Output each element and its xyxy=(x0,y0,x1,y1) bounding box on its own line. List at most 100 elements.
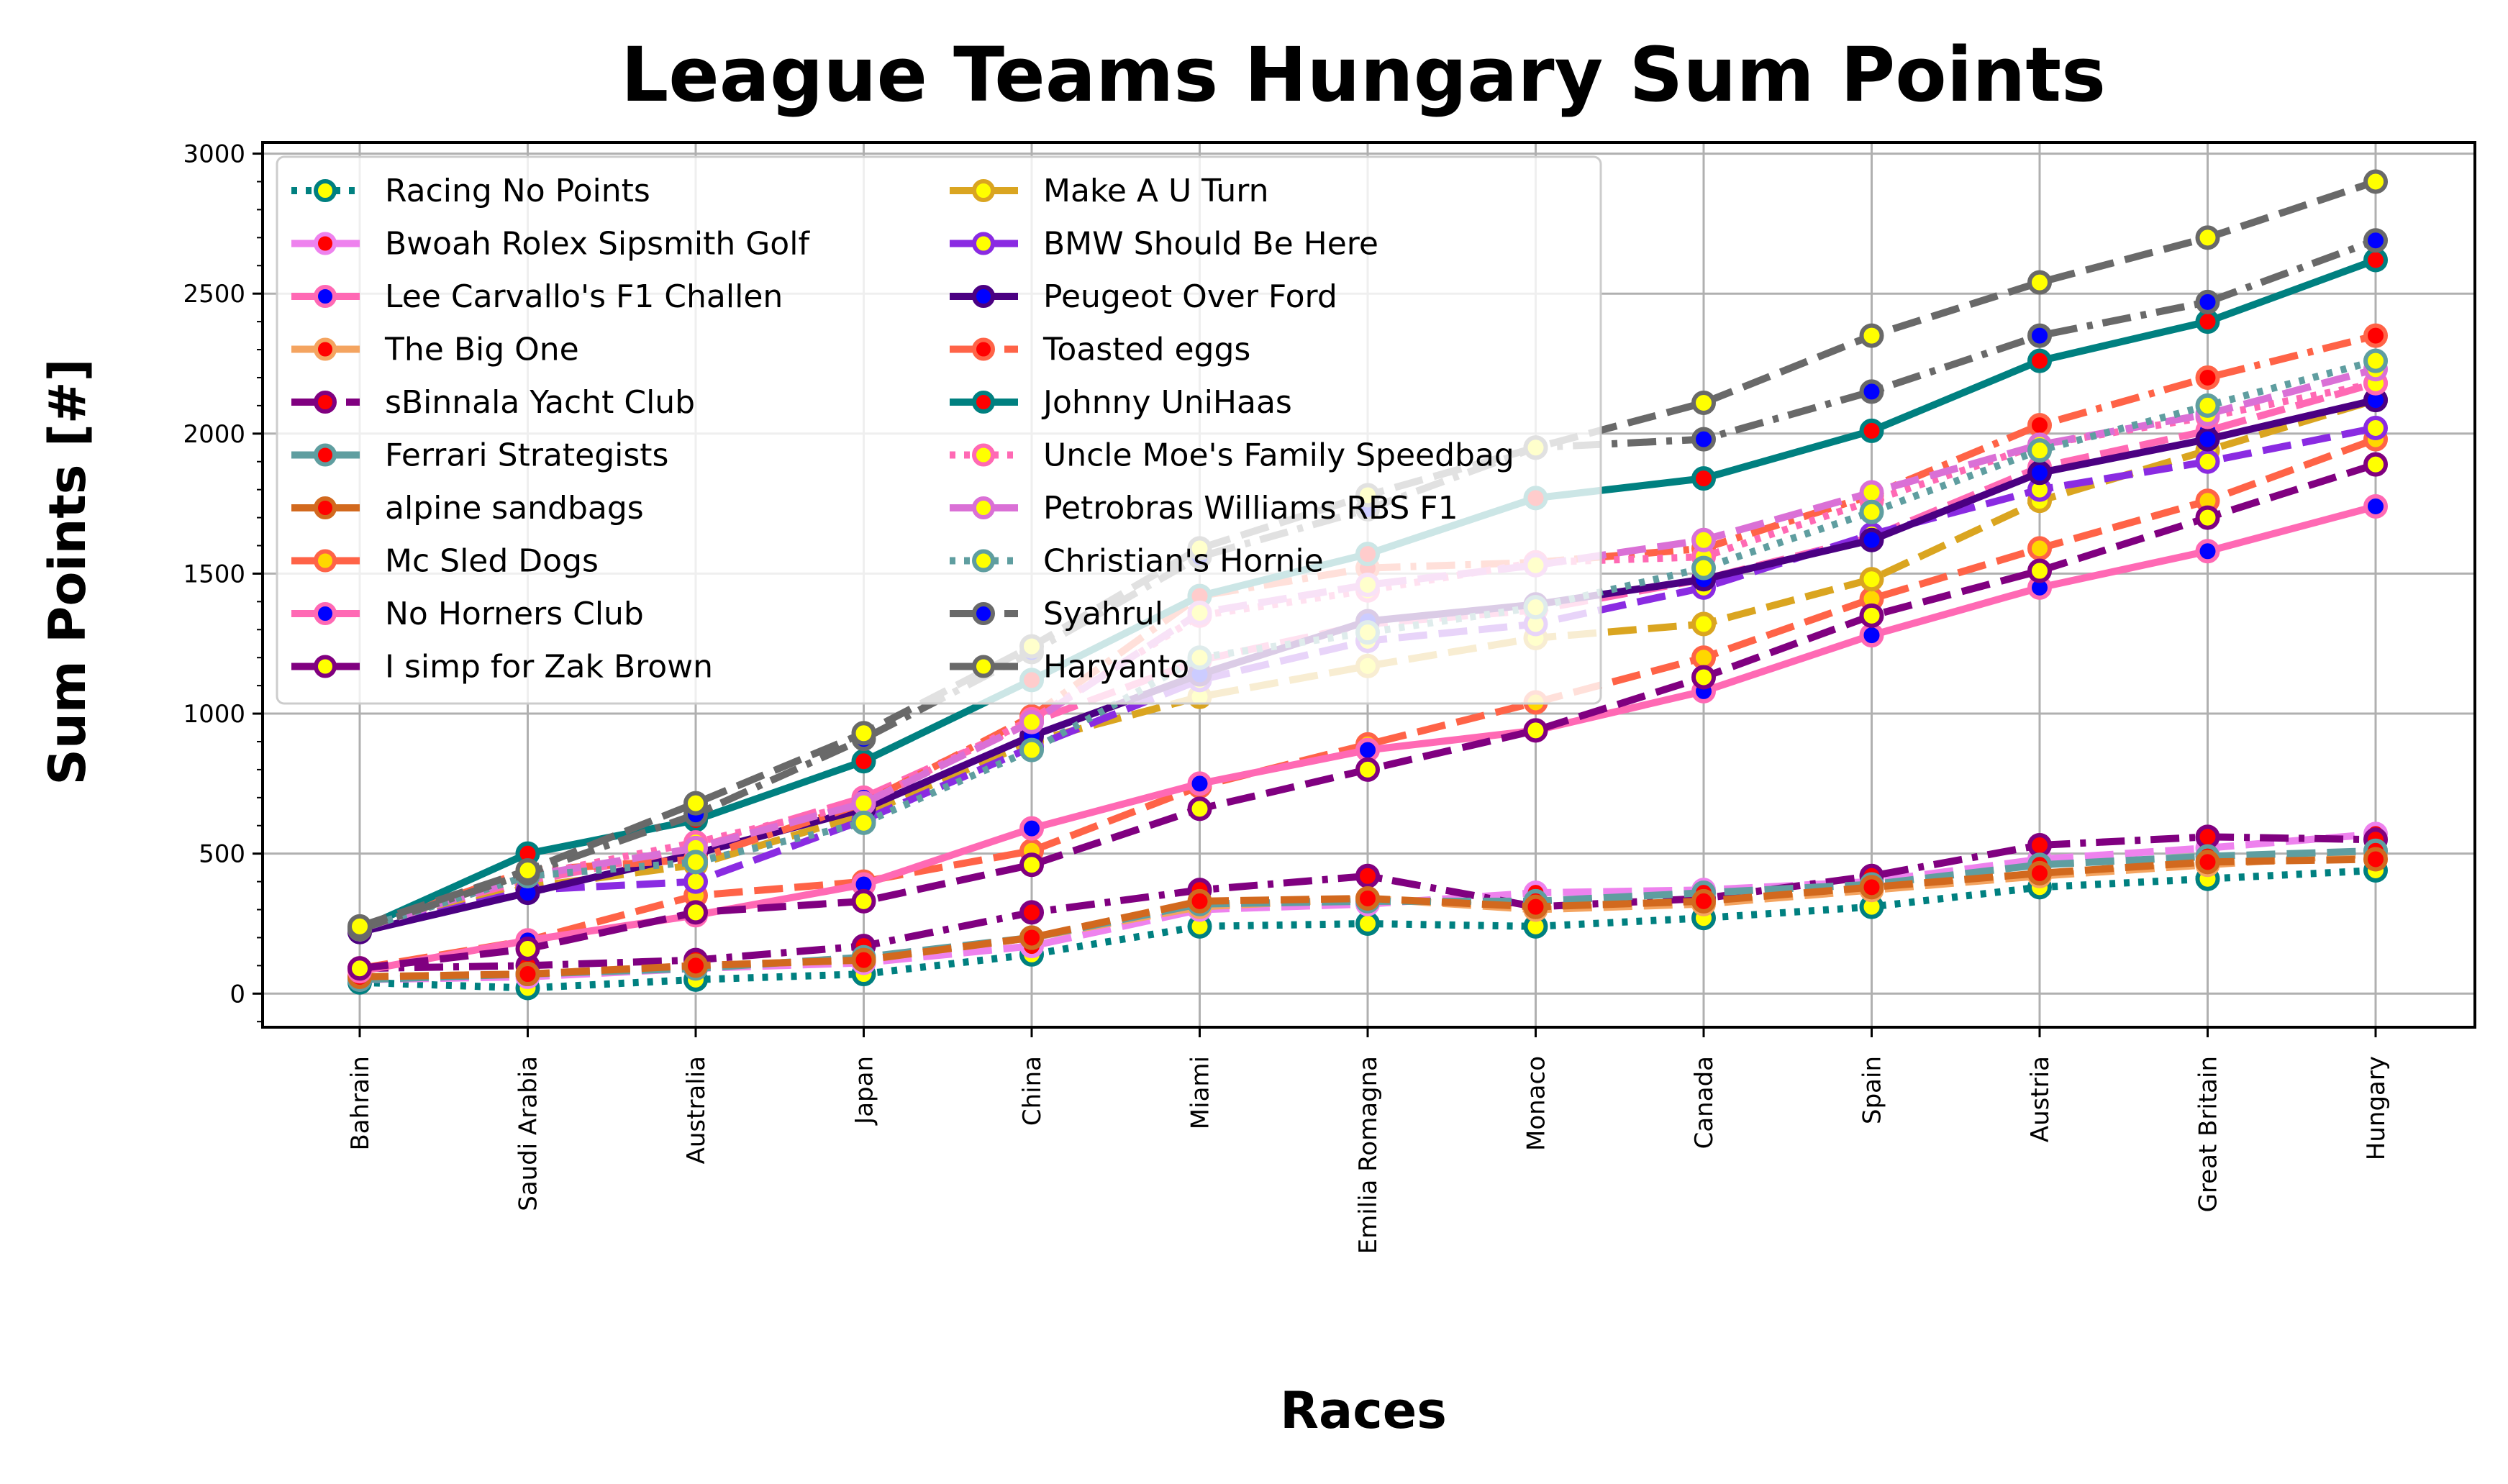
data-point xyxy=(2027,460,2052,486)
data-point xyxy=(1187,771,1212,796)
legend-marker xyxy=(314,179,337,202)
data-point xyxy=(1691,888,1716,914)
y-axis-label: Sum Points [#] xyxy=(38,359,97,786)
x-tick-label: Saudi Arabia xyxy=(514,1056,543,1211)
data-point xyxy=(2363,228,2388,253)
y-tick-label: 500 xyxy=(199,840,245,869)
data-point xyxy=(1187,796,1212,821)
data-point xyxy=(2195,427,2220,452)
legend-item: sBinnala Yacht Club xyxy=(291,384,695,421)
data-point xyxy=(2027,270,2052,295)
data-point xyxy=(1859,379,1884,404)
x-tick-label: Bahrain xyxy=(346,1056,375,1151)
legend-item: Petrobras Williams RBS F1 xyxy=(950,490,1458,527)
data-point xyxy=(2195,309,2220,334)
data-point xyxy=(2363,452,2388,477)
y-tick-label: 1500 xyxy=(183,560,245,588)
y-tick-label: 2500 xyxy=(183,280,245,309)
x-tick-label: Japan xyxy=(850,1056,879,1126)
x-tick-label: Monaco xyxy=(1522,1056,1551,1151)
legend-label: No Horners Club xyxy=(385,596,644,632)
data-point xyxy=(2195,539,2220,564)
data-point xyxy=(515,962,540,987)
data-point xyxy=(1019,709,1044,734)
data-point xyxy=(2363,348,2388,373)
legend-item: Syahrul xyxy=(950,596,1163,632)
data-point xyxy=(683,900,708,925)
legend-marker xyxy=(972,179,995,202)
data-point xyxy=(1859,418,1884,443)
data-point xyxy=(515,937,540,962)
data-point xyxy=(1691,427,1716,452)
data-point xyxy=(2195,365,2220,390)
legend-marker xyxy=(972,443,995,467)
data-point xyxy=(1859,603,1884,628)
legend-marker xyxy=(972,391,995,414)
legend-label: The Big One xyxy=(384,332,579,368)
data-point xyxy=(2195,225,2220,250)
legend-label: Syahrul xyxy=(1043,596,1163,632)
legend-marker xyxy=(972,496,995,519)
legend-item: I simp for Zak Brown xyxy=(291,649,713,686)
legend-label: BMW Should Be Here xyxy=(1043,226,1378,263)
data-point xyxy=(1691,390,1716,415)
legend-label: Toasted eggs xyxy=(1042,332,1250,368)
data-point xyxy=(2363,494,2388,519)
data-point xyxy=(2027,438,2052,463)
data-point xyxy=(1859,499,1884,524)
data-point xyxy=(2195,393,2220,418)
data-point xyxy=(2027,860,2052,886)
data-point xyxy=(2027,323,2052,348)
data-point xyxy=(1691,466,1716,491)
data-point xyxy=(2363,416,2388,441)
legend-label: Christian's Hornie xyxy=(1043,543,1324,580)
legend-label: Racing No Points xyxy=(385,173,650,209)
data-point xyxy=(347,956,372,981)
data-point xyxy=(1859,323,1884,348)
legend-marker xyxy=(972,285,995,308)
legend-label: I simp for Zak Brown xyxy=(385,649,713,686)
legend-marker xyxy=(972,337,995,361)
legend-marker xyxy=(314,655,337,678)
data-point xyxy=(1019,737,1044,763)
legend-item: Lee Carvallo's F1 Challen xyxy=(291,278,783,315)
legend-marker xyxy=(314,337,337,361)
series xyxy=(347,847,2388,989)
legend-label: Make A U Turn xyxy=(1043,173,1268,209)
data-point xyxy=(2195,824,2220,850)
legend-item: Christian's Hornie xyxy=(950,543,1324,580)
legend-label: Bwoah Rolex Sipsmith Golf xyxy=(385,226,810,263)
legend-label: Uncle Moe's Family Speedbag xyxy=(1043,437,1514,474)
data-point xyxy=(1355,886,1380,911)
data-point xyxy=(851,810,876,835)
data-point xyxy=(851,888,876,914)
data-point xyxy=(851,721,876,746)
legend-marker xyxy=(314,549,337,573)
data-point xyxy=(851,791,876,816)
legend-item: BMW Should Be Here xyxy=(950,226,1378,263)
legend-item: Toasted eggs xyxy=(950,332,1250,368)
legend-label: Haryanto xyxy=(1043,649,1189,686)
y-tick-label: 1000 xyxy=(183,700,245,729)
legend-item: Uncle Moe's Family Speedbag xyxy=(950,437,1514,474)
legend-label: alpine sandbags xyxy=(385,490,644,527)
data-point xyxy=(683,869,708,894)
data-point xyxy=(2363,247,2388,273)
data-point xyxy=(1523,718,1548,743)
data-point xyxy=(1355,757,1380,782)
data-point xyxy=(683,791,708,816)
data-point xyxy=(1691,555,1716,581)
data-point xyxy=(2027,413,2052,438)
legend-label: Lee Carvallo's F1 Challen xyxy=(385,278,783,315)
data-point xyxy=(2027,832,2052,857)
legend-marker xyxy=(314,496,337,519)
data-point xyxy=(2363,323,2388,348)
data-point xyxy=(1523,894,1548,919)
series xyxy=(347,452,2388,981)
legend-label: Ferrari Strategists xyxy=(385,437,668,474)
legend-label: sBinnala Yacht Club xyxy=(385,384,695,421)
data-point xyxy=(2027,558,2052,583)
legend-marker xyxy=(314,285,337,308)
